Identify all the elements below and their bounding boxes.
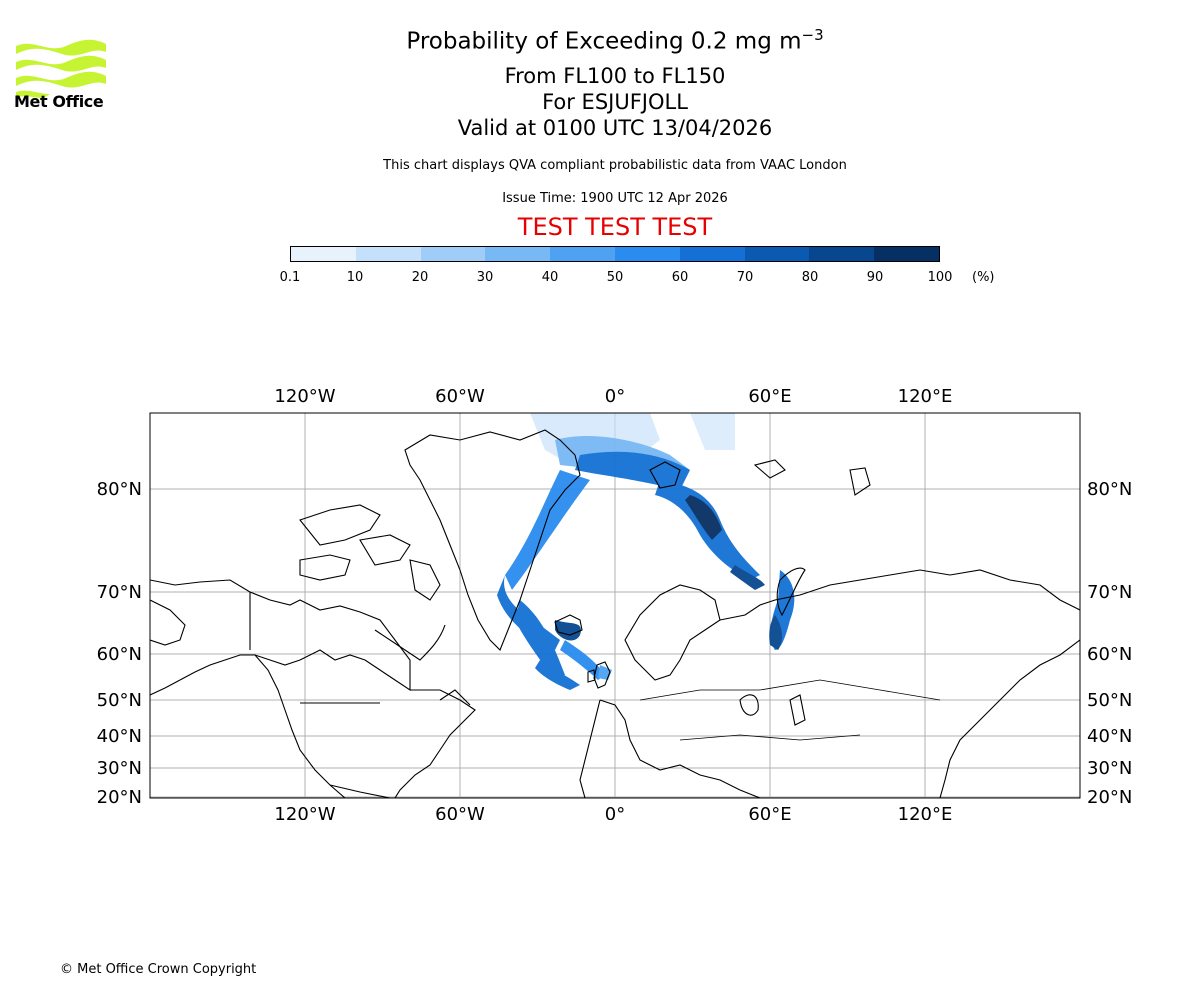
ash-plume bbox=[497, 413, 795, 690]
colorbar-segment bbox=[809, 247, 875, 261]
flight-level-range: From FL100 to FL150 bbox=[504, 64, 726, 88]
right-latitude-label: 60°N bbox=[1087, 644, 1132, 665]
colorbar-tick-label: 80 bbox=[801, 270, 819, 285]
colorbar-tick-label: 100 bbox=[927, 270, 953, 285]
colorbar-tick-label: 60 bbox=[671, 270, 689, 285]
colorbar-segment bbox=[291, 247, 356, 261]
right-latitude-label: 70°N bbox=[1087, 582, 1132, 603]
left-latitude-label: 60°N bbox=[97, 644, 142, 665]
chart-description: This chart displays QVA compliant probab… bbox=[383, 158, 847, 173]
colorbar-segment bbox=[874, 247, 939, 261]
right-latitude-label: 40°N bbox=[1087, 726, 1132, 747]
colorbar-tick-label: 90 bbox=[866, 270, 884, 285]
colorbar-tick-label: 30 bbox=[476, 270, 494, 285]
map-frame bbox=[149, 412, 1081, 799]
top-longitude-label: 120°E bbox=[898, 386, 953, 407]
bottom-longitude-label: 60°W bbox=[435, 804, 485, 820]
left-latitude-label: 70°N bbox=[97, 582, 142, 603]
left-latitude-label: 40°N bbox=[97, 726, 142, 747]
colorbar-segment bbox=[420, 247, 486, 261]
left-latitude-label: 30°N bbox=[97, 758, 142, 779]
issue-time: Issue Time: 1900 UTC 12 Apr 2026 bbox=[502, 191, 728, 206]
bottom-longitude-label: 60°E bbox=[748, 804, 791, 820]
bottom-longitude-label: 120°W bbox=[274, 804, 335, 820]
right-latitude-label: 80°N bbox=[1087, 479, 1132, 500]
right-latitude-label: 50°N bbox=[1087, 690, 1132, 711]
top-longitude-label: 60°E bbox=[748, 386, 791, 407]
top-longitude-label: 0° bbox=[605, 386, 625, 407]
colorbar-tick-label: 0.1 bbox=[279, 270, 301, 285]
colorbar-segment bbox=[355, 247, 421, 261]
colorbar-tick-label: 20 bbox=[411, 270, 429, 285]
colorbar-segment bbox=[744, 247, 810, 261]
graticule bbox=[150, 413, 1080, 798]
colorbar-tick-label: 50 bbox=[606, 270, 624, 285]
copyright-notice: © Met Office Crown Copyright bbox=[60, 962, 257, 977]
valid-time: Valid at 0100 UTC 13/04/2026 bbox=[457, 116, 773, 140]
colorbar-segment bbox=[550, 247, 615, 261]
right-latitude-label: 30°N bbox=[1087, 758, 1132, 779]
bottom-longitude-label: 120°E bbox=[898, 804, 953, 820]
ash-probability-map: 120°W 60°W 0° 60°E 120°E 120°W 60°W 0° 60°E 120°E… bbox=[97, 386, 1133, 820]
probability-colorbar bbox=[290, 246, 940, 262]
title-superscript: −3 bbox=[801, 26, 824, 44]
met-office-logo-icon bbox=[16, 39, 106, 98]
test-banner: TEST TEST TEST bbox=[517, 213, 713, 241]
left-latitude-label: 50°N bbox=[97, 690, 142, 711]
top-longitude-label: 60°W bbox=[435, 386, 485, 407]
colorbar-segment bbox=[485, 247, 551, 261]
coastlines bbox=[150, 429, 1080, 798]
left-latitude-label: 20°N bbox=[97, 787, 142, 808]
title-text: Probability of Exceeding 0.2 mg m bbox=[406, 28, 802, 55]
top-longitude-label: 120°W bbox=[274, 386, 335, 407]
colorbar-segment bbox=[679, 247, 745, 261]
colorbar-unit: (%) bbox=[972, 270, 995, 285]
bottom-longitude-label: 0° bbox=[605, 804, 625, 820]
colorbar-segment bbox=[614, 247, 680, 261]
colorbar-tick-label: 70 bbox=[736, 270, 754, 285]
colorbar-tick-label: 40 bbox=[541, 270, 559, 285]
left-latitude-label: 80°N bbox=[97, 479, 142, 500]
volcano-name: For ESJUFJOLL bbox=[542, 90, 688, 114]
colorbar-tick-label: 10 bbox=[346, 270, 364, 285]
right-latitude-label: 20°N bbox=[1087, 787, 1132, 808]
chart-title: Probability of Exceeding 0.2 mg m−3 bbox=[0, 26, 1200, 55]
logo-text: Met Office bbox=[14, 92, 104, 111]
